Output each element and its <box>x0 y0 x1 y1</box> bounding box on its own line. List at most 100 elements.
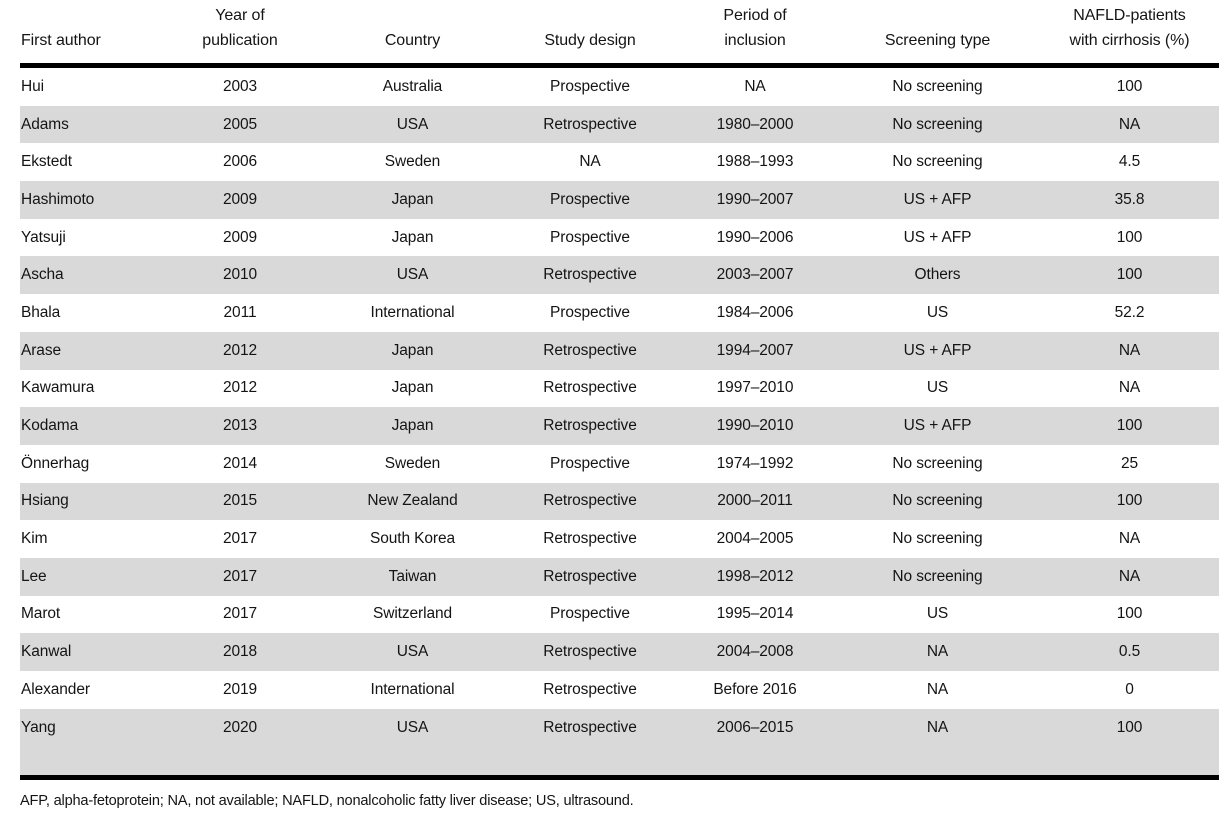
table-cell: No screening <box>892 77 983 95</box>
table-cell: 2012 <box>222 379 258 397</box>
table-cell: Sweden <box>384 454 441 472</box>
table-cell: 2006–2015 <box>716 718 794 736</box>
table-cell: Retrospective <box>543 266 637 284</box>
table-cell: 0.5 <box>1118 643 1141 661</box>
table-cell: Kanwal <box>21 643 72 661</box>
table-row: Kawamura 2012 Japan Retrospective 1997–2010 U… <box>20 370 1219 408</box>
table-cell: 1974–1992 <box>716 454 794 472</box>
table-cell: Önnerhag <box>21 454 90 472</box>
table-cell: 1997–2010 <box>716 379 794 397</box>
table-cell: Kodama <box>21 417 79 435</box>
table-cell: 100 <box>1116 492 1143 510</box>
table-cell: No screening <box>892 530 983 548</box>
column-header: NAFLD-patients with cirrhosis (%) <box>1040 0 1219 68</box>
table-cell: Retrospective <box>543 379 637 397</box>
table-cell: 1984–2006 <box>716 303 794 321</box>
table-cell: International <box>370 680 455 698</box>
table-cell: 2003–2007 <box>716 266 794 284</box>
table-cell: Prospective <box>550 454 630 472</box>
table-cell: NA <box>1118 341 1141 359</box>
table-cell: 1994–2007 <box>716 341 794 359</box>
table-row: Önnerhag 2014 Sweden Prospective 1974–1992 No… <box>20 445 1219 483</box>
table-cell: Hui <box>21 77 44 95</box>
table-row: Kodama 2013 Japan Retrospective 1990–2010 US … <box>20 407 1219 445</box>
table-cell: 100 <box>1116 718 1143 736</box>
table-cell: Retrospective <box>543 530 637 548</box>
table-cell: US + AFP <box>903 341 972 359</box>
table-cell: Bhala <box>21 303 61 321</box>
table-cell: NA <box>744 77 766 95</box>
table-cell: NA <box>926 680 949 698</box>
table-cell: Others <box>914 266 961 284</box>
table-cell: USA <box>396 718 429 736</box>
table-cell: 2012 <box>222 341 258 359</box>
table-cell: 2017 <box>222 605 258 623</box>
table-cell: NA <box>1118 379 1141 397</box>
table-cell: 2017 <box>222 567 258 585</box>
table-cell: Arase <box>21 341 61 359</box>
table-bottom-spacer <box>20 746 1219 778</box>
table-row: Ascha 2010 USA Retrospective 2003–2007 Others… <box>20 256 1219 295</box>
table-cell: 100 <box>1116 605 1143 623</box>
table-cell: 0 <box>1125 680 1134 698</box>
table-cell: Retrospective <box>543 492 637 510</box>
table-cell: 1990–2007 <box>716 190 794 208</box>
table-cell: Kim <box>21 530 48 548</box>
table-cell: 2009 <box>222 190 258 208</box>
table-cell: US <box>926 605 949 623</box>
table-cell: 2015 <box>222 492 258 510</box>
column-header: Country <box>320 0 505 68</box>
table-row: Ekstedt 2006 Sweden NA 1988–1993 No screening… <box>20 143 1219 181</box>
table-row: Kanwal 2018 USA Retrospective 2004–2008 NA 0.5 <box>20 633 1219 671</box>
table-cell: Retrospective <box>543 718 637 736</box>
table-cell: Prospective <box>550 228 630 246</box>
table-cell: Australia <box>382 77 443 95</box>
table-row: Arase 2012 Japan Retrospective 1994–2007 US +… <box>20 331 1219 370</box>
table-cell: Lee <box>21 567 47 585</box>
table-cell: 1988–1993 <box>716 153 794 171</box>
table-cell: Japan <box>391 341 434 359</box>
table-cell: 52.2 <box>1114 303 1145 321</box>
table-row: Bhala 2011 International Prospective 1984–20… <box>20 294 1219 332</box>
table-cell: Alexander <box>21 680 90 698</box>
table-row: Kim 2017 South Korea Retrospective 2004–2005… <box>20 520 1219 558</box>
table-cell: Prospective <box>550 77 630 95</box>
table-cell: USA <box>396 643 429 661</box>
table-cell: US <box>926 379 949 397</box>
table-cell: Before 2016 <box>713 680 797 698</box>
table-cell: NA <box>1118 567 1141 585</box>
table-cell: Retrospective <box>543 417 637 435</box>
column-header: Screening type <box>835 0 1040 68</box>
table-footnote: AFP, alpha-fetoprotein; NA, not availabl… <box>20 793 634 810</box>
table-cell: 35.8 <box>1114 190 1145 208</box>
table-cell: Retrospective <box>543 115 637 133</box>
table-cell: Prospective <box>550 190 630 208</box>
table-cell: 1990–2006 <box>716 228 794 246</box>
table-cell: Adams <box>21 115 69 133</box>
table-cell: 25 <box>1120 454 1139 472</box>
table-cell: 100 <box>1116 77 1143 95</box>
table-cell: NA <box>1118 115 1141 133</box>
table-cell: 2003 <box>222 77 258 95</box>
table-cell: 1998–2012 <box>716 567 794 585</box>
table-row: Hashimoto 2009 Japan Prospective 1990–2007 US… <box>20 181 1219 219</box>
column-header: Study design <box>505 0 675 68</box>
table-cell: No screening <box>892 492 983 510</box>
table-cell: Yatsuji <box>21 228 66 246</box>
column-header: Period of inclusion <box>675 0 835 68</box>
table-cell: US + AFP <box>903 417 972 435</box>
column-header: First author <box>20 0 160 68</box>
table-cell: International <box>370 303 455 321</box>
table-cell: NA <box>1118 530 1141 548</box>
table-cell: No screening <box>892 115 983 133</box>
table-cell: Hashimoto <box>21 190 95 208</box>
table-cell: Retrospective <box>543 680 637 698</box>
table-row: Hsiang 2015 New Zealand Retrospective 2000–2… <box>20 482 1219 521</box>
table-cell: 2000–2011 <box>717 492 793 510</box>
table-cell: 2014 <box>222 454 258 472</box>
table-cell: NA <box>926 643 949 661</box>
table-cell: Retrospective <box>543 341 637 359</box>
table-cell: Kawamura <box>21 379 95 397</box>
table-cell: 100 <box>1116 228 1143 246</box>
